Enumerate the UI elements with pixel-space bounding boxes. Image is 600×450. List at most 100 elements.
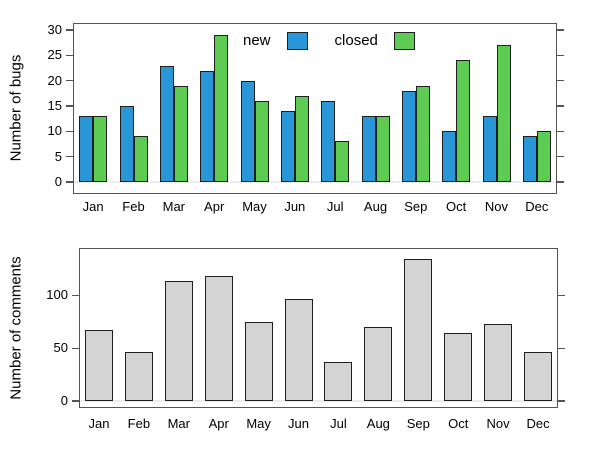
bar-closed-jun (294, 96, 309, 182)
bar-new-mar (159, 66, 174, 182)
legend-swatch-new-icon (286, 32, 308, 50)
x-tick-label-dec: Dec (526, 416, 550, 431)
bar-closed-oct (456, 60, 471, 182)
y-tick-label: 30 (47, 22, 62, 38)
x-tick-label-may: May (246, 416, 271, 431)
x-tick-label-jul: Jul (330, 416, 347, 431)
x-tick-label-feb: Feb (122, 199, 145, 214)
legend-swatch-closed-icon (393, 32, 415, 50)
x-tick-label-jul: Jul (326, 199, 344, 214)
plot-box (73, 23, 557, 194)
bar-closed-jan (93, 116, 108, 182)
bar-closed-aug (375, 116, 390, 182)
y-tick (66, 54, 73, 57)
bar-new-jan (79, 116, 94, 182)
bar-closed-nov (496, 45, 511, 182)
baseline (74, 181, 556, 183)
x-tick-label-feb: Feb (127, 416, 151, 431)
y-tick (558, 347, 565, 349)
bar-closed-mar (173, 86, 188, 182)
bar-comments-apr (204, 276, 233, 401)
bar-comments-feb (124, 352, 153, 401)
bar-comments-oct (444, 333, 473, 401)
x-tick-label-jun: Jun (284, 199, 306, 214)
x-tick-label-oct: Oct (446, 199, 467, 214)
x-tick-label-apr: Apr (204, 199, 225, 214)
y-tick (557, 181, 564, 183)
bar-comments-sep (404, 259, 433, 401)
y-tick-label: 15 (47, 98, 62, 114)
y-tick (66, 181, 73, 183)
y-tick-label: 20 (47, 72, 62, 88)
bar-comments-dec (524, 352, 553, 401)
bar-closed-jul (335, 141, 350, 182)
bar-closed-apr (214, 35, 229, 182)
y-tick-label: 0 (54, 174, 62, 189)
legend-label-new: new (243, 32, 271, 49)
y-tick-label: 0 (60, 393, 68, 408)
baseline (80, 400, 557, 402)
y-tick (557, 130, 564, 133)
x-tick-label-mar: Mar (167, 416, 190, 431)
bar-new-oct (442, 131, 457, 182)
y-tick (557, 29, 564, 31)
x-tick-label-jun: Jun (288, 416, 310, 431)
plot-box (79, 248, 558, 408)
x-tick-label-nov: Nov (486, 416, 510, 431)
x-tick-label-dec: Dec (525, 199, 549, 214)
bar-new-jul (321, 101, 336, 182)
bar-new-may (240, 81, 255, 182)
y-tick (66, 155, 73, 158)
y-tick-label: 50 (53, 340, 68, 356)
y-tick (557, 80, 564, 82)
y-tick (72, 294, 79, 297)
bar-new-nov (482, 116, 497, 182)
y-tick (558, 294, 565, 297)
bar-closed-may (254, 101, 269, 182)
x-tick-label-apr: Apr (208, 416, 229, 431)
y-tick-label: 100 (46, 287, 68, 303)
y-tick (66, 105, 73, 107)
y-tick (557, 105, 564, 107)
x-tick-label-nov: Nov (484, 199, 509, 214)
x-tick-label-may: May (242, 199, 267, 214)
y-tick (557, 155, 564, 158)
y-tick-label: 5 (54, 148, 62, 164)
x-tick-label-oct: Oct (448, 416, 469, 431)
y-tick (66, 29, 73, 31)
bar-closed-sep (415, 86, 430, 182)
y-tick (66, 80, 73, 82)
bar-comments-nov (484, 324, 513, 401)
bar-new-aug (361, 116, 376, 182)
bar-comments-aug (364, 327, 393, 401)
x-tick-label-mar: Mar (162, 199, 186, 214)
x-tick-label-jan: Jan (88, 416, 110, 431)
y-tick (558, 400, 565, 402)
bar-new-jun (280, 111, 295, 182)
bar-comments-jan (84, 330, 113, 401)
y-tick (72, 400, 79, 402)
bar-closed-feb (133, 136, 148, 182)
x-tick-label-jan: Jan (82, 199, 104, 214)
legend: new closed (243, 31, 415, 51)
y-tick (557, 54, 564, 57)
bar-comments-mar (164, 281, 193, 401)
bar-closed-dec (536, 131, 551, 182)
y-tick-label: 25 (47, 47, 62, 63)
bar-comments-jun (284, 299, 313, 401)
bar-new-feb (119, 106, 134, 182)
y-tick-label: 10 (47, 123, 62, 139)
x-tick-label-sep: Sep (404, 199, 428, 214)
bar-new-sep (401, 91, 416, 182)
x-tick-label-sep: Sep (406, 416, 430, 431)
y-tick (66, 130, 73, 133)
bar-comments-may (244, 322, 273, 401)
legend-label-closed: closed (334, 32, 378, 49)
x-tick-label-aug: Aug (363, 199, 388, 214)
bar-new-apr (200, 71, 215, 182)
